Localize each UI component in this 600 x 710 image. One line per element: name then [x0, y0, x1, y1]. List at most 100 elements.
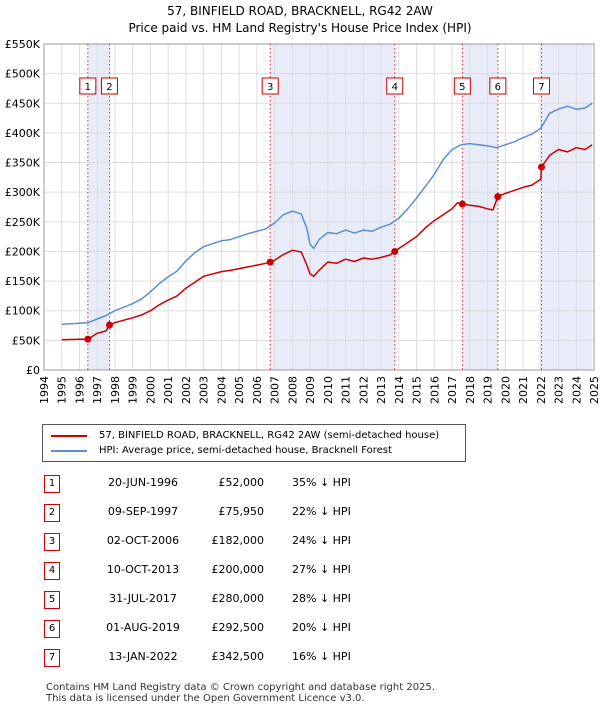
transaction-hpi: 35% ↓ HPI: [292, 476, 351, 489]
transaction-number: 1: [44, 475, 60, 493]
shaded-period: [541, 44, 593, 370]
transaction-number: 6: [44, 620, 60, 638]
y-tick-label: £550K: [5, 38, 41, 51]
transaction-price: £200,000: [211, 563, 265, 576]
table-row: 3 02-OCT-2006 £182,000 24% ↓ HPI: [42, 528, 402, 557]
sale-point: [458, 200, 466, 208]
chart-title: 57, BINFIELD ROAD, BRACKNELL, RG42 2AW: [167, 4, 433, 18]
transaction-date: 13-JAN-2022: [108, 650, 178, 663]
table-row: 2 09-SEP-1997 £75,950 22% ↓ HPI: [42, 499, 402, 528]
chart-subtitle: Price paid vs. HM Land Registry's House …: [128, 21, 472, 35]
table-row: 4 10-OCT-2013 £200,000 27% ↓ HPI: [42, 557, 402, 586]
y-tick-label: £200K: [5, 245, 41, 258]
x-tick-label: 2005: [233, 376, 246, 404]
sale-number-label: 4: [392, 82, 398, 93]
x-tick-label: 1998: [109, 376, 122, 404]
x-tick-label: 2002: [180, 376, 193, 404]
transaction-price: £342,500: [211, 650, 265, 663]
x-tick-label: 2024: [570, 376, 583, 404]
sale-number-label: 6: [495, 82, 501, 93]
sale-point: [266, 258, 274, 266]
x-tick-label: 2008: [286, 376, 299, 404]
transaction-number: 5: [44, 591, 60, 609]
x-tick-label: 2019: [482, 376, 495, 404]
x-tick-label: 2018: [464, 376, 477, 404]
transaction-hpi: 22% ↓ HPI: [292, 505, 351, 518]
footer-attribution: Contains HM Land Registry data © Crown c…: [46, 682, 435, 704]
x-tick-label: 2025: [588, 376, 600, 404]
price-paid-line: [61, 144, 593, 341]
x-tick-label: 2007: [269, 376, 282, 404]
x-tick-label: 2013: [375, 376, 388, 404]
sale-point: [537, 163, 545, 171]
sale-number-label: 2: [106, 82, 112, 93]
y-tick-label: £0: [26, 364, 40, 377]
sale-number-label: 1: [85, 82, 91, 93]
y-tick-label: £450K: [5, 97, 41, 110]
x-tick-label: 1996: [73, 376, 86, 404]
transaction-date: 09-SEP-1997: [107, 505, 179, 518]
transaction-date: 20-JUN-1996: [107, 476, 179, 489]
transaction-date: 10-OCT-2013: [106, 563, 180, 576]
table-row: 5 31-JUL-2017 £280,000 28% ↓ HPI: [42, 586, 402, 615]
transaction-number: 7: [44, 649, 60, 667]
sale-number-box: [532, 77, 550, 95]
y-tick-label: £150K: [5, 275, 41, 288]
transaction-number: 2: [44, 504, 60, 522]
x-tick-label: 2009: [304, 376, 317, 404]
x-tick-label: 2006: [251, 376, 264, 404]
transaction-date: 01-AUG-2019: [106, 621, 180, 634]
transaction-hpi: 28% ↓ HPI: [292, 592, 351, 605]
transaction-hpi: 24% ↓ HPI: [292, 534, 351, 547]
y-tick-label: £50K: [12, 334, 41, 347]
sale-number-label: 5: [459, 82, 465, 93]
x-tick-label: 2003: [198, 376, 211, 404]
sale-number-label: 3: [267, 82, 273, 93]
sale-number-box: [489, 77, 507, 95]
x-tick-label: 2001: [162, 376, 175, 404]
transaction-number: 4: [44, 562, 60, 580]
hpi-line: [61, 102, 593, 326]
shaded-period: [87, 44, 110, 370]
transaction-price: £292,500: [211, 621, 265, 634]
x-tick-label: 2023: [553, 376, 566, 404]
transaction-price: £182,000: [211, 534, 265, 547]
sale-number-box: [386, 77, 404, 95]
x-tick-label: 1997: [91, 376, 104, 404]
price-chart: £0 £50K £100K £150K £200K £250K £300K £350K £400…: [5, 38, 600, 404]
transaction-price: £52,000: [218, 476, 265, 489]
y-tick-label: £500K: [5, 68, 41, 81]
legend-label-price: 57, BINFIELD ROAD, BRACKNELL, RG42 2AW (…: [99, 430, 440, 441]
legend-swatch-price: [51, 435, 87, 437]
transaction-price: £280,000: [211, 592, 265, 605]
sale-number-box: [79, 77, 97, 95]
transactions-table: 1 20-JUN-1996 £52,000 35% ↓ HPI 2 09-SEP…: [42, 470, 402, 673]
x-tick-label: 2015: [411, 376, 424, 404]
x-tick-label: 2020: [499, 376, 512, 404]
x-tick-label: 2014: [393, 376, 406, 404]
legend-label-hpi: HPI: Average price, semi-detached house,…: [99, 445, 392, 456]
x-tick-label: 2016: [428, 376, 441, 404]
x-tick-label: 1994: [38, 376, 51, 404]
y-tick-label: £100K: [5, 305, 41, 318]
table-row: 6 01-AUG-2019 £292,500 20% ↓ HPI: [42, 615, 402, 644]
chart-legend: 57, BINFIELD ROAD, BRACKNELL, RG42 2AW (…: [42, 424, 466, 462]
x-tick-label: 2004: [215, 376, 228, 404]
y-tick-label: £250K: [5, 216, 41, 229]
x-tick-label: 2012: [357, 376, 370, 404]
x-tick-label: 1995: [56, 376, 69, 404]
transaction-hpi: 27% ↓ HPI: [292, 563, 351, 576]
plot-border: [43, 43, 595, 371]
table-row: 7 13-JAN-2022 £342,500 16% ↓ HPI: [42, 644, 402, 673]
sale-number-box: [453, 77, 471, 95]
sale-point: [391, 247, 399, 255]
footer-line-1: Contains HM Land Registry data © Crown c…: [46, 682, 435, 693]
sale-point: [105, 321, 113, 329]
legend-swatch-hpi: [51, 450, 87, 452]
transaction-number: 3: [44, 533, 60, 551]
y-tick-label: £400K: [5, 127, 41, 140]
sale-number-box: [261, 77, 279, 95]
y-tick-label: £300K: [5, 186, 41, 199]
transaction-price: £75,950: [218, 505, 265, 518]
shaded-period: [270, 44, 395, 370]
